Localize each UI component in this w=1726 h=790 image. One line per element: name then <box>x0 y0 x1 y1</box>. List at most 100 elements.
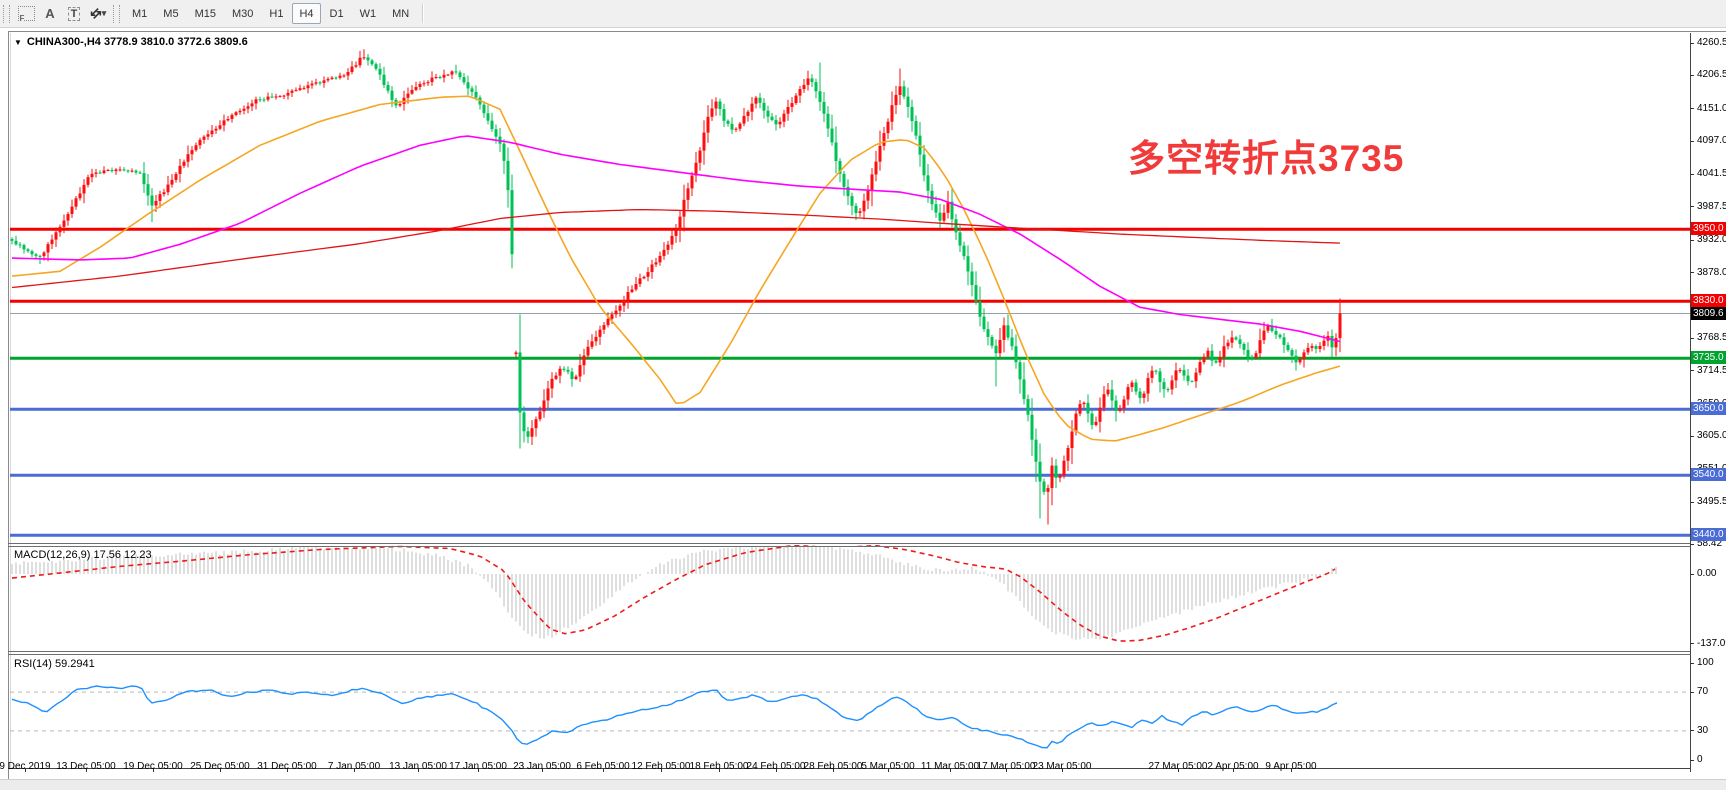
x-axis-tick <box>719 768 720 772</box>
candle-body <box>1018 362 1022 380</box>
timeframe-button-m1[interactable]: M1 <box>132 7 148 20</box>
x-axis-date-label: 23 Jan 05:00 <box>513 761 571 772</box>
y-axis-tick-label: 3932.0 <box>1697 234 1726 246</box>
x-axis-date-label: 27 Mar 05:00 <box>1148 761 1208 772</box>
candle-body <box>286 92 290 96</box>
candle-body <box>946 201 950 213</box>
candle-body <box>550 378 554 389</box>
candle-body <box>482 104 486 114</box>
candle-body <box>834 142 838 162</box>
y-axis-tick <box>1690 108 1694 110</box>
timeframe-button-h4[interactable]: H4 <box>292 3 321 24</box>
candle-body <box>1270 325 1274 331</box>
ma-medium-magenta <box>11 135 1341 343</box>
x-axis-tick <box>1233 768 1234 772</box>
rsi-line <box>11 685 1338 749</box>
panel-separator[interactable] <box>8 543 1690 544</box>
candle-body <box>314 82 318 84</box>
candle-body <box>1066 448 1070 461</box>
timeframe-button-w1[interactable]: W1 <box>359 7 377 20</box>
candle-body <box>166 184 170 193</box>
candle-body <box>798 89 802 96</box>
candle-body <box>1022 379 1026 400</box>
chart-dropdown-icon[interactable]: ▼ <box>14 38 22 47</box>
candle-body <box>1274 330 1278 335</box>
panel-separator[interactable] <box>8 546 1690 547</box>
timeframe-button-m30[interactable]: M30 <box>231 7 254 20</box>
x-axis-tick <box>478 768 479 772</box>
rsi-panel[interactable] <box>10 655 1690 768</box>
chart-title: ▼ CHINA300-,H4 3778.9 3810.0 3772.6 3809.… <box>14 36 248 48</box>
timeframe-button-mn[interactable]: MN <box>392 7 410 20</box>
candle-body <box>606 318 610 326</box>
candle-body <box>742 115 746 124</box>
candle-body <box>470 88 474 92</box>
annotation-text-object[interactable]: 多空转折点3735 <box>1128 138 1405 179</box>
y-axis-tick-label: 3714.5 <box>1697 364 1726 376</box>
candle-body <box>1258 340 1262 354</box>
timeframe-button-m5[interactable]: M5 <box>163 7 179 20</box>
candle-body <box>1290 350 1294 356</box>
candle-body <box>234 112 238 115</box>
text-a-icon[interactable]: A <box>45 6 55 21</box>
candle-body <box>722 109 726 121</box>
candle-body <box>1242 344 1246 350</box>
diagonal-arrows-icon[interactable]: ⇵ ▾ <box>86 3 107 23</box>
candle-body <box>714 101 718 109</box>
candle-body <box>1170 380 1174 390</box>
main-price-chart[interactable] <box>10 33 1690 543</box>
candle-body <box>1246 349 1250 358</box>
candle-body <box>1102 394 1106 408</box>
candle-body <box>1334 338 1338 348</box>
y-axis-tick <box>1690 370 1694 372</box>
candle-body <box>874 161 878 175</box>
candle-body <box>682 199 686 217</box>
candle-body <box>582 355 586 366</box>
candle-body <box>154 200 158 206</box>
candle-body <box>506 160 510 191</box>
candle-body <box>898 86 902 95</box>
candle-body <box>842 173 846 187</box>
candle-body <box>1118 408 1122 411</box>
macd-panel[interactable] <box>10 545 1690 651</box>
panel-separator[interactable] <box>8 651 1690 652</box>
candle-body <box>922 154 926 176</box>
y-axis-tick <box>1690 501 1694 503</box>
candle-body <box>274 96 278 98</box>
panel-separator[interactable] <box>8 654 1690 655</box>
candle-body <box>914 121 918 136</box>
candle-body <box>82 184 86 194</box>
candle-body <box>466 82 470 89</box>
candle-body <box>562 368 566 370</box>
candle-body <box>906 96 910 107</box>
candle-body <box>390 90 394 100</box>
price-label-3830.0: 3830.0 <box>1691 294 1726 308</box>
candle-body <box>526 431 530 437</box>
x-axis-tick <box>833 768 834 772</box>
timeframe-button-d1[interactable]: D1 <box>329 7 344 20</box>
text-box-icon[interactable]: T <box>63 4 85 24</box>
period-grid-f-icon[interactable]: F <box>15 4 37 24</box>
x-axis-tick <box>1178 768 1179 772</box>
candle-body <box>118 169 122 171</box>
candle-body <box>726 120 730 124</box>
candle-body <box>1146 377 1150 394</box>
rsi-scale-label: 30 <box>1697 724 1709 736</box>
dropdown-caret-icon[interactable]: ▾ <box>101 8 107 18</box>
y-axis-tick <box>1690 239 1694 241</box>
candle-body <box>790 103 794 107</box>
timeframe-button-m15[interactable]: M15 <box>194 7 216 20</box>
toolbar-grip[interactable] <box>3 4 10 23</box>
timeframe-button-h1[interactable]: H1 <box>269 7 284 20</box>
candle-body <box>66 214 70 221</box>
candle-body <box>678 216 682 231</box>
macd-axis-tick <box>1690 643 1694 645</box>
candle-body <box>1178 370 1182 372</box>
candle-body <box>98 172 102 174</box>
toolbar-grip[interactable] <box>113 4 120 23</box>
candle-body <box>1298 359 1302 363</box>
candle-body <box>1166 389 1170 391</box>
candle-body <box>602 325 606 330</box>
rsi-axis-tick <box>1690 759 1694 761</box>
candle-body <box>1086 402 1090 414</box>
